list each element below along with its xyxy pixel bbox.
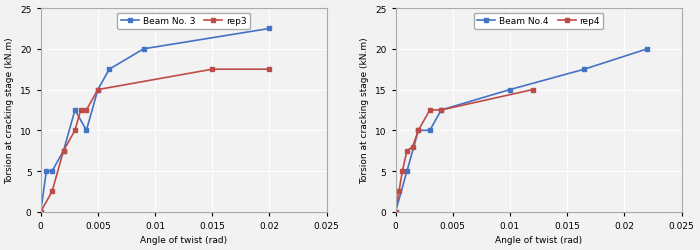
rep4 <box>414 129 423 132</box>
rep4 <box>398 170 407 173</box>
rep4 <box>391 210 400 214</box>
rep4 <box>402 150 411 152</box>
X-axis label: Angle of twist (rad): Angle of twist (rad) <box>140 236 228 244</box>
Line: rep4: rep4 <box>393 88 535 214</box>
Legend: Beam No.4, rep4: Beam No.4, rep4 <box>474 14 603 30</box>
rep3 <box>265 68 274 71</box>
Beam No. 3 <box>265 28 274 31</box>
rep3 <box>82 109 90 112</box>
Beam No.4 <box>426 129 434 132</box>
rep3 <box>71 129 79 132</box>
rep4 <box>409 146 417 148</box>
rep3 <box>36 210 45 214</box>
rep3 <box>208 68 216 71</box>
Line: Beam No. 3: Beam No. 3 <box>38 27 272 214</box>
Beam No. 3 <box>48 170 56 173</box>
Beam No. 3 <box>71 109 79 112</box>
Beam No.4 <box>414 129 423 132</box>
Beam No. 3 <box>139 48 148 51</box>
Beam No.4 <box>437 109 445 112</box>
Beam No.4 <box>505 89 514 92</box>
Line: rep3: rep3 <box>38 68 272 214</box>
rep4 <box>426 109 434 112</box>
rep3 <box>60 150 68 152</box>
Beam No.4 <box>391 210 400 214</box>
rep3 <box>48 190 56 193</box>
Beam No.4 <box>643 48 652 51</box>
Beam No. 3 <box>105 68 113 71</box>
Y-axis label: Torsion at cracking stage (kN.m): Torsion at cracking stage (kN.m) <box>360 38 370 184</box>
Beam No. 3 <box>36 210 45 214</box>
rep4 <box>395 190 403 193</box>
rep4 <box>437 109 445 112</box>
Line: Beam No.4: Beam No.4 <box>393 48 650 214</box>
rep3 <box>94 89 102 92</box>
Beam No.4 <box>402 170 411 173</box>
rep4 <box>528 89 537 92</box>
Beam No. 3 <box>82 129 90 132</box>
Legend: Beam No. 3, rep3: Beam No. 3, rep3 <box>118 14 250 30</box>
rep3 <box>76 109 85 112</box>
Y-axis label: Torsion at cracking stage (kN.m): Torsion at cracking stage (kN.m) <box>6 38 15 184</box>
X-axis label: Angle of twist (rad): Angle of twist (rad) <box>495 236 582 244</box>
Beam No. 3 <box>94 89 102 92</box>
Beam No. 3 <box>60 150 68 152</box>
Beam No.4 <box>580 68 589 71</box>
Beam No. 3 <box>42 170 50 173</box>
